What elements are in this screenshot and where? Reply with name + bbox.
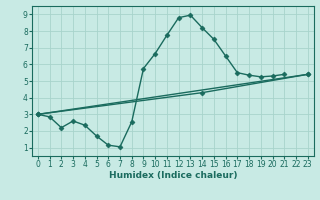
X-axis label: Humidex (Indice chaleur): Humidex (Indice chaleur)	[108, 171, 237, 180]
